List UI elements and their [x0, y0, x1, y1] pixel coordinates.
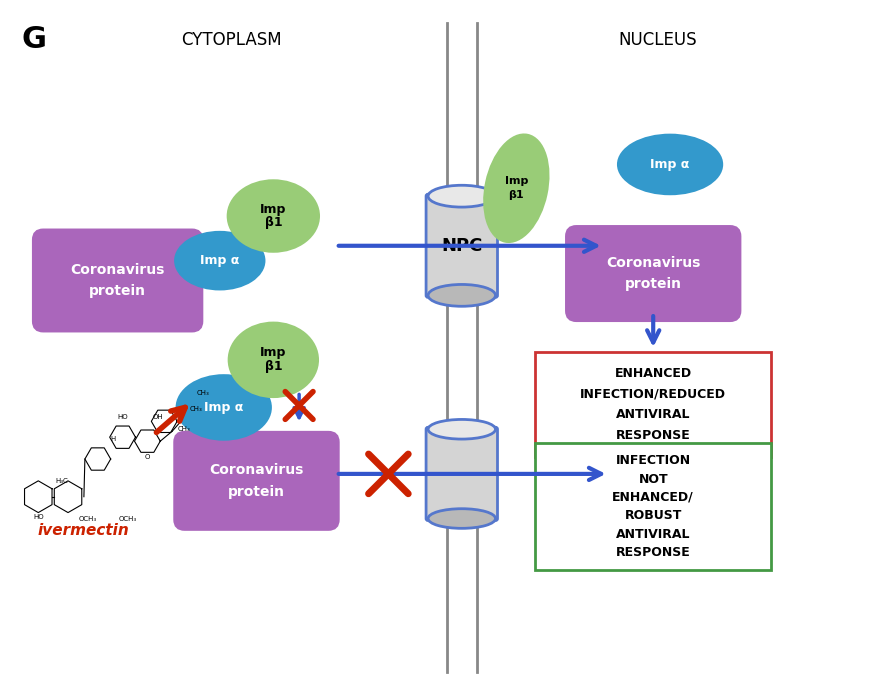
Text: ENHANCED: ENHANCED — [615, 367, 691, 379]
Text: ANTIVIRAL: ANTIVIRAL — [616, 409, 691, 422]
Text: RESPONSE: RESPONSE — [616, 546, 691, 559]
Text: ANTIVIRAL: ANTIVIRAL — [616, 528, 691, 541]
Ellipse shape — [177, 375, 271, 440]
Text: Coronavirus: Coronavirus — [209, 463, 303, 477]
Text: CYTOPLASM: CYTOPLASM — [181, 31, 282, 48]
Text: OCH₃: OCH₃ — [119, 515, 137, 522]
Text: CH₃: CH₃ — [177, 426, 190, 432]
FancyBboxPatch shape — [535, 352, 771, 457]
FancyBboxPatch shape — [426, 194, 498, 297]
Text: INFECTION/REDUCED: INFECTION/REDUCED — [580, 388, 726, 401]
FancyBboxPatch shape — [535, 443, 771, 570]
Text: ENHANCED/: ENHANCED/ — [612, 491, 694, 504]
Text: Imp α: Imp α — [200, 254, 240, 267]
Text: HO: HO — [117, 414, 127, 420]
Text: Imp: Imp — [260, 203, 287, 216]
Ellipse shape — [428, 509, 495, 528]
Text: Imp: Imp — [260, 346, 287, 360]
Text: protein: protein — [624, 277, 682, 292]
Text: H₃C: H₃C — [55, 478, 68, 484]
Text: H: H — [110, 436, 115, 442]
Text: OH: OH — [153, 414, 163, 420]
Text: ivermectin: ivermectin — [37, 524, 129, 539]
Ellipse shape — [175, 232, 264, 290]
FancyBboxPatch shape — [174, 432, 338, 530]
Text: O: O — [145, 454, 150, 460]
Text: NPC: NPC — [441, 237, 482, 255]
Text: NUCLEUS: NUCLEUS — [619, 31, 698, 48]
Text: Imp: Imp — [505, 176, 528, 186]
Text: β1: β1 — [264, 360, 283, 373]
FancyBboxPatch shape — [33, 230, 202, 331]
Ellipse shape — [428, 420, 495, 439]
Text: RESPONSE: RESPONSE — [616, 429, 691, 442]
Text: CH₃: CH₃ — [190, 407, 203, 412]
FancyBboxPatch shape — [567, 226, 740, 321]
Text: β1: β1 — [264, 216, 283, 229]
Text: Coronavirus: Coronavirus — [606, 256, 700, 270]
Text: G: G — [22, 24, 46, 54]
Ellipse shape — [428, 185, 495, 207]
Text: Coronavirus: Coronavirus — [71, 262, 165, 277]
Text: Imp α: Imp α — [651, 158, 690, 171]
Ellipse shape — [618, 135, 722, 194]
Ellipse shape — [228, 180, 319, 252]
Text: protein: protein — [228, 485, 285, 498]
Text: CH₃: CH₃ — [197, 390, 210, 396]
Ellipse shape — [484, 135, 548, 242]
Text: OCH₃: OCH₃ — [78, 515, 97, 522]
Text: β1: β1 — [508, 190, 524, 200]
Text: ROBUST: ROBUST — [624, 509, 682, 522]
FancyBboxPatch shape — [426, 427, 498, 520]
Text: INFECTION: INFECTION — [616, 454, 691, 467]
Ellipse shape — [428, 284, 495, 306]
Text: HO: HO — [33, 513, 44, 520]
Text: Imp α: Imp α — [204, 401, 243, 414]
Text: protein: protein — [89, 284, 146, 299]
Ellipse shape — [228, 322, 318, 397]
Text: NOT: NOT — [638, 473, 668, 486]
